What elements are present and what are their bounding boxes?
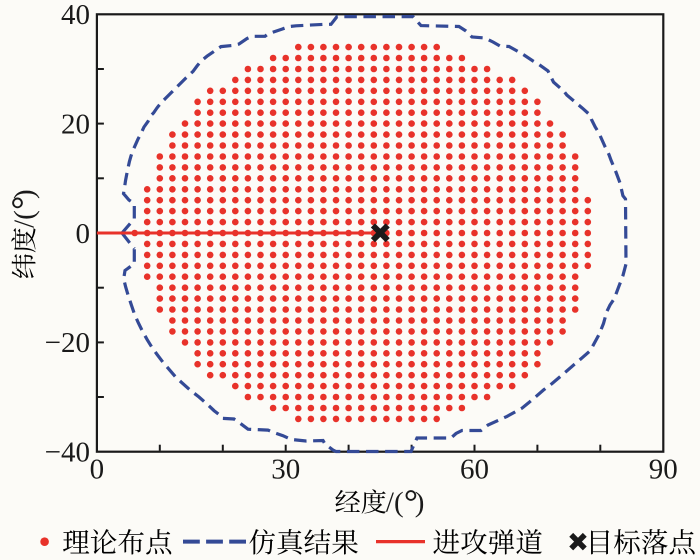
svg-text:30: 30 — [271, 454, 300, 486]
svg-text:0: 0 — [90, 454, 105, 486]
svg-text:−20: −20 — [45, 327, 90, 359]
svg-text:90: 90 — [649, 454, 678, 486]
svg-text:/(: /( — [9, 210, 41, 228]
svg-text:−40: −40 — [45, 437, 90, 469]
svg-text:): ) — [9, 189, 41, 199]
svg-text:): ) — [415, 487, 425, 519]
svg-text:60: 60 — [460, 454, 489, 486]
svg-text:20: 20 — [61, 108, 90, 140]
svg-text:40: 40 — [61, 0, 90, 31]
svg-text:/(: /( — [386, 487, 404, 519]
svg-text:0: 0 — [76, 218, 91, 250]
